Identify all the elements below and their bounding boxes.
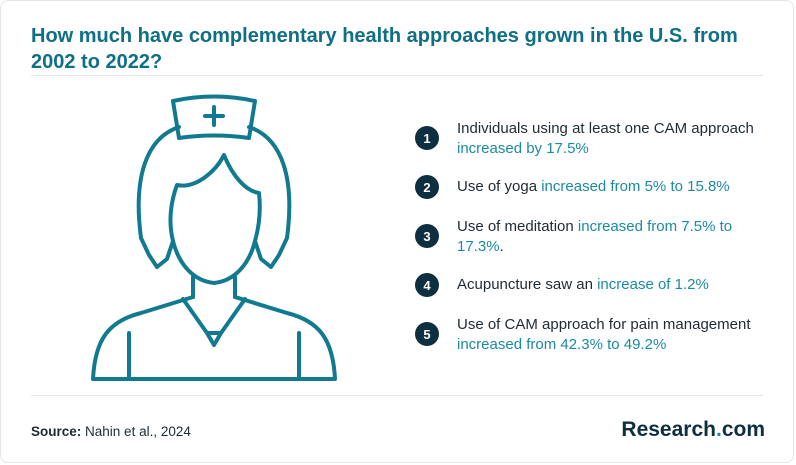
item-text: Individuals using at least one CAM appro… <box>457 120 754 157</box>
item-highlight: increase of 1.2% <box>597 276 709 293</box>
item-highlight: increased from 7.5% to 17.3% <box>457 218 733 255</box>
item-number-badge: 1 <box>415 126 439 150</box>
item-highlight: increased from 5% to 15.8% <box>541 178 730 195</box>
list-item: 4 Acupuncture saw an increase of 1.2% <box>415 273 775 297</box>
item-text: Use of yoga increased from 5% to 15.8% <box>457 178 730 195</box>
source-label: Source: <box>31 424 82 439</box>
item-number-badge: 3 <box>415 224 439 248</box>
list-item: 3 Use of meditation increased from 7.5% … <box>415 217 775 257</box>
page-title: How much have complementary health appro… <box>31 25 738 73</box>
stats-list: 1 Individuals using at least one CAM app… <box>415 119 775 355</box>
item-highlight: increased from 42.3% to 49.2% <box>457 336 667 353</box>
item-number-badge: 2 <box>415 175 439 199</box>
item-text: Use of meditation increased from 7.5% to… <box>457 218 733 255</box>
source-text: Nahin et al., 2024 <box>85 424 191 439</box>
research-com-logo[interactable]: Research.com <box>621 418 765 441</box>
item-highlight: increased by 17.5% <box>457 140 589 157</box>
source-citation: Source: Nahin et al., 2024 <box>31 424 191 439</box>
item-text: Acupuncture saw an increase of 1.2% <box>457 276 709 293</box>
list-item: 2 Use of yoga increased from 5% to 15.8% <box>415 175 775 199</box>
list-item: 1 Individuals using at least one CAM app… <box>415 119 775 159</box>
nurse-icon <box>91 94 337 381</box>
header-divider <box>31 75 763 76</box>
item-number-badge: 5 <box>415 322 439 346</box>
list-item: 5 Use of CAM approach for pain managemen… <box>415 315 775 355</box>
item-text: Use of CAM approach for pain management … <box>457 316 751 353</box>
footer-divider <box>31 395 763 396</box>
item-number-badge: 4 <box>415 273 439 297</box>
